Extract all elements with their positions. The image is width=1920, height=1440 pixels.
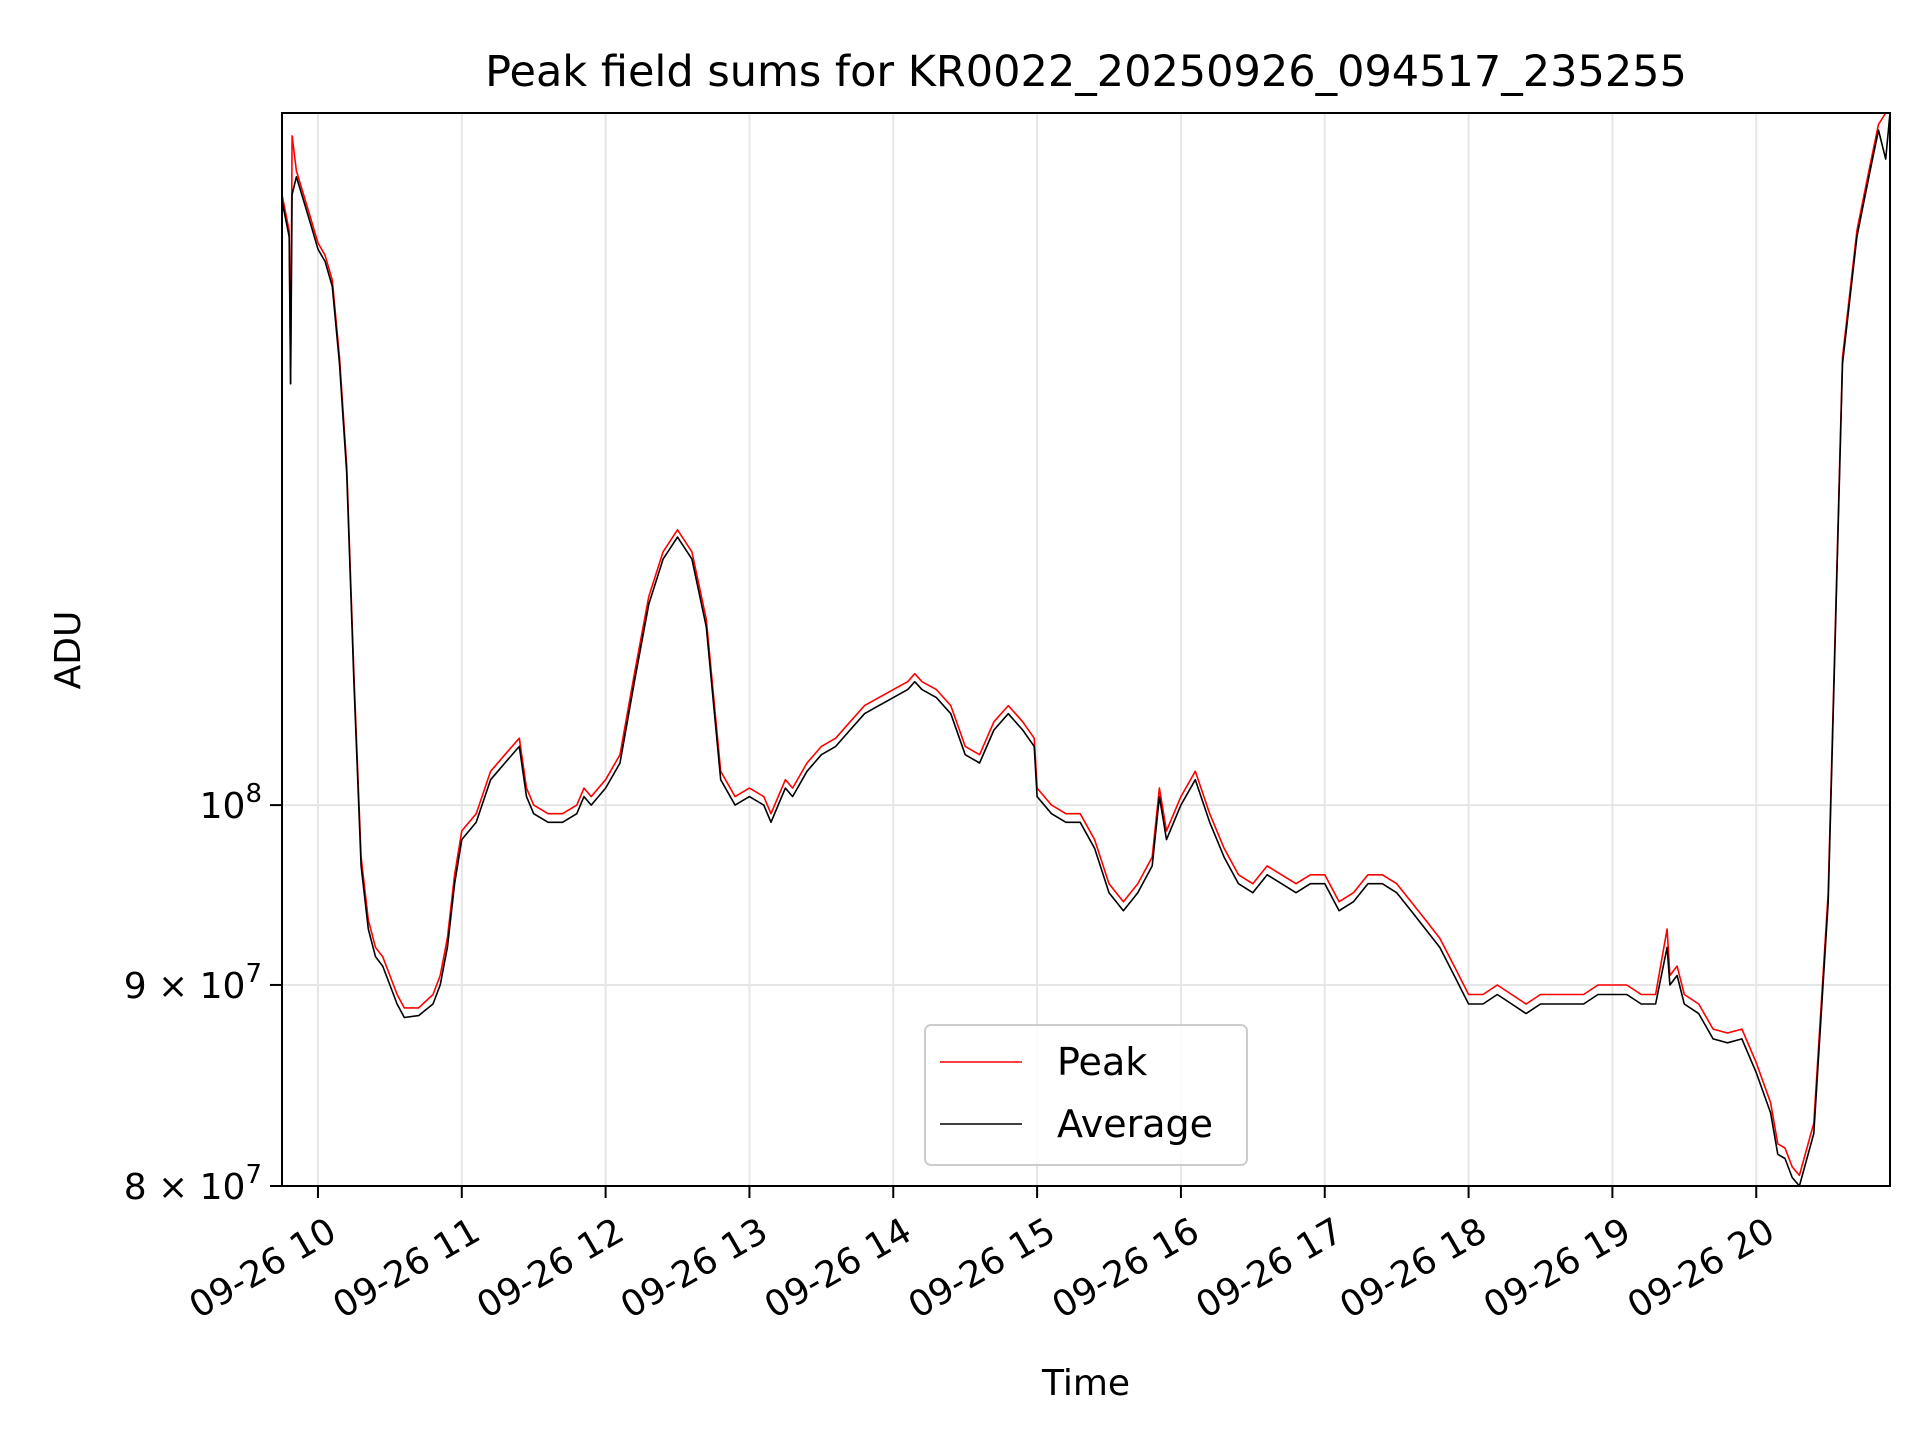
legend-box [924, 1024, 1248, 1166]
series-line-peak [282, 113, 1890, 1177]
plot-area [282, 113, 1890, 1186]
legend-label-average: Average [1057, 1102, 1213, 1146]
y-tick-base: 10 [200, 786, 246, 827]
legend[interactable]: Peak Average [924, 1024, 1248, 1166]
legend-label-peak: Peak [1057, 1040, 1147, 1084]
y-tick-label: 9 × 107 [124, 959, 262, 1007]
y-tick-label: 8 × 107 [124, 1160, 262, 1208]
y-tick-exponent: 7 [245, 1160, 262, 1190]
y-tick-exponent: 8 [245, 779, 262, 809]
y-axis-label: ADU [48, 611, 89, 690]
x-axis-label: Time [1041, 1363, 1130, 1404]
y-tick-label: 108 [200, 779, 262, 827]
y-tick-base: 9 × 10 [124, 966, 246, 1007]
chart-title: Peak field sums for KR0022_20250926_0945… [485, 47, 1687, 97]
axes-frame [281, 112, 1891, 1187]
series-line-average [282, 113, 1890, 1186]
y-tick-exponent: 7 [245, 959, 262, 989]
y-tick-base: 8 × 10 [124, 1167, 246, 1208]
